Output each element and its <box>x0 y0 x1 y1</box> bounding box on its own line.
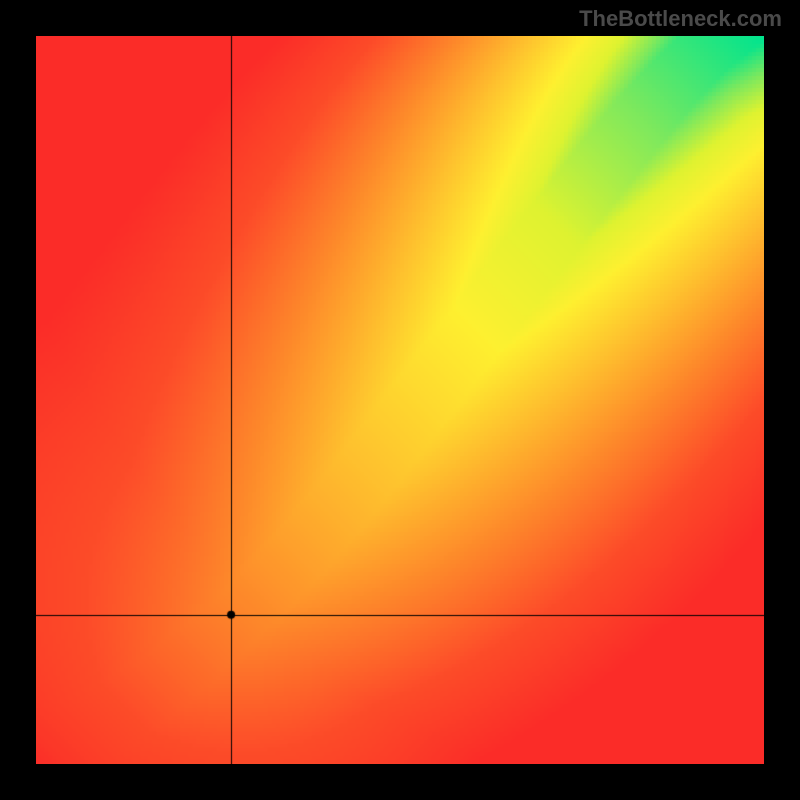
heatmap-plot-area <box>36 36 764 764</box>
heatmap-canvas <box>36 36 764 764</box>
watermark-text: TheBottleneck.com <box>579 6 782 32</box>
